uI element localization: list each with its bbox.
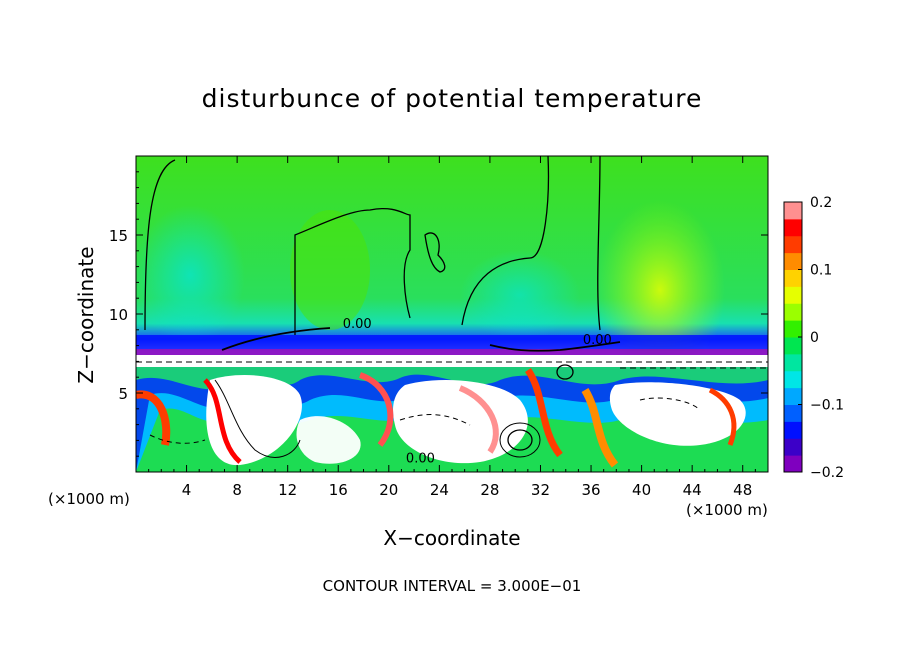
contour-label: 0.00 (343, 317, 372, 332)
x-tick-label: 20 (379, 481, 398, 499)
x-tick-label: 8 (232, 481, 242, 499)
colorbar-tick-label: 0.1 (810, 263, 832, 279)
x-tick-label: 40 (632, 481, 651, 499)
x-tick-label: 12 (278, 481, 297, 499)
x-tick-label: 4 (182, 481, 192, 499)
colorbar-segment (784, 320, 802, 338)
x-tick-label: 44 (683, 481, 702, 499)
x-tick-label: 16 (329, 481, 348, 499)
y-axis-label: Z−coordinate (74, 246, 98, 384)
colorbar-segment (784, 438, 802, 456)
x-tick-label: 32 (531, 481, 550, 499)
colorbar-segment (784, 269, 802, 287)
contour-label: 0.00 (406, 452, 435, 467)
colorbar-segment (784, 286, 802, 304)
colorbar-segment (784, 404, 802, 422)
colorbar-segment (784, 387, 802, 405)
x-tick-label: 28 (480, 481, 499, 499)
colorbar-segment (784, 235, 802, 254)
colorbar-tick-label: 0 (810, 330, 819, 346)
colorbar: 0.2 0.1 0 −0.1 −0.2 (783, 195, 844, 481)
colorbar-segment (784, 337, 802, 355)
x-unit-label-left: (×1000 m) (48, 490, 130, 508)
x-unit-label-right: (×1000 m) (686, 501, 768, 519)
contour-label: 0.00 (583, 333, 612, 348)
colorbar-segment (784, 353, 802, 372)
x-axis: 4 8 12 16 20 24 28 32 36 40 44 48 (148, 156, 756, 499)
heatmap-field (136, 156, 768, 472)
colorbar-segment (784, 202, 802, 220)
x-axis-label: X−coordinate (383, 526, 521, 550)
chart-title: disturbunce of potential temperature (201, 84, 703, 113)
x-tick-label: 36 (581, 481, 600, 499)
colorbar-segment (784, 252, 802, 270)
contour-interval-note: CONTOUR INTERVAL = 3.000E−01 (322, 577, 582, 595)
colorbar-segment (784, 370, 802, 389)
colorbar-tick-label: −0.2 (810, 465, 844, 481)
colorbar-tick-label: −0.1 (810, 398, 844, 414)
colorbar-tick-label: 0.2 (810, 195, 832, 211)
colorbar-segment (784, 421, 802, 439)
contour-labels: 0.00 0.00 0.00 (343, 317, 612, 466)
x-tick-label: 24 (430, 481, 449, 499)
y-tick-label: 10 (109, 306, 128, 324)
x-tick-label: 48 (733, 481, 752, 499)
colorbar-segment (784, 218, 802, 237)
y-axis: 5 10 15 (109, 171, 768, 457)
colorbar-segment (784, 303, 802, 321)
y-tick-label: 15 (109, 227, 128, 245)
y-tick-label: 5 (118, 385, 128, 403)
colorbar-segment (784, 455, 802, 473)
